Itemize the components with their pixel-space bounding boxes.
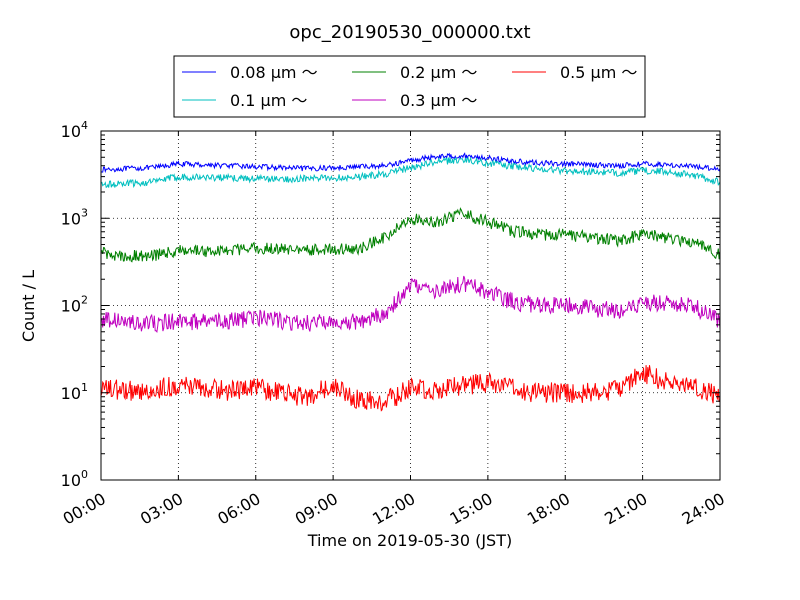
y-tick-label: 101 bbox=[61, 381, 88, 403]
y-tick-label: 103 bbox=[61, 206, 88, 228]
y-axis-label: Count / L bbox=[19, 270, 38, 342]
x-tick-label: 06:00 bbox=[214, 489, 263, 529]
x-tick-label: 18:00 bbox=[524, 489, 573, 529]
legend-label: 0.08 μm ～ bbox=[230, 63, 318, 82]
x-tick-labels: 00:00 03:00 06:00 09:00 12:00 15:00 18:00 21:00… bbox=[60, 489, 728, 529]
legend: 0.08 μm ～ 0.1 μm ～ 0.2 μm ～ 0.3 μm ～ 0.5 μm … bbox=[173, 55, 646, 118]
grid bbox=[101, 131, 720, 480]
series-line bbox=[101, 156, 721, 189]
y-tick-label: 102 bbox=[61, 294, 88, 316]
x-tick-label: 21:00 bbox=[601, 489, 650, 529]
chart-title: opc_20190530_000000.txt bbox=[289, 22, 530, 43]
series-line bbox=[100, 275, 721, 333]
x-tick-label: 09:00 bbox=[292, 489, 341, 529]
legend-label: 0.2 μm ～ bbox=[400, 63, 477, 82]
legend-label: 0.3 μm ～ bbox=[400, 91, 477, 110]
series-layer bbox=[100, 152, 721, 412]
legend-frame bbox=[173, 55, 646, 118]
x-tick-label: 15:00 bbox=[446, 489, 495, 529]
series-line bbox=[100, 365, 721, 412]
x-tick-label: 12:00 bbox=[369, 489, 418, 529]
x-axis-label: Time on 2019-05-30 (JST) bbox=[307, 531, 512, 550]
legend-label: 0.1 μm ～ bbox=[230, 91, 307, 110]
y-tick-label: 100 bbox=[61, 468, 88, 490]
x-tick-label: 00:00 bbox=[60, 489, 109, 529]
x-tick-label: 03:00 bbox=[137, 489, 186, 529]
y-tick-labels: 100 101 102 103 104 bbox=[61, 119, 88, 490]
x-tick-label: 24:00 bbox=[679, 489, 728, 529]
ticks bbox=[100, 130, 721, 481]
series-line bbox=[100, 152, 721, 174]
y-tick-label: 104 bbox=[61, 119, 88, 141]
legend-label: 0.5 μm ～ bbox=[560, 63, 637, 82]
series-line bbox=[100, 207, 721, 263]
